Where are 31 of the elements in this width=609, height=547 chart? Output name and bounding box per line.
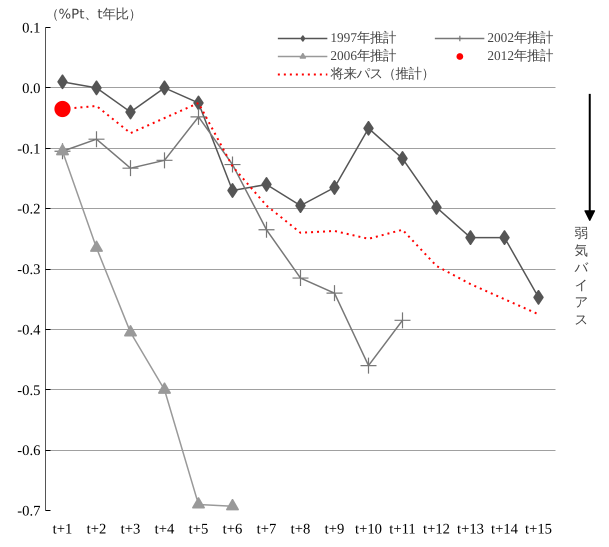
x-tick-label: t+8 bbox=[290, 522, 310, 538]
y-tick-label: -0.6 bbox=[17, 443, 40, 460]
legend-label: 1997年推計 bbox=[330, 29, 396, 47]
x-tick-label: t+15 bbox=[525, 522, 552, 538]
x-tick-label: t+5 bbox=[188, 522, 208, 538]
y-tick-label: -0.3 bbox=[17, 262, 40, 278]
y-tick-label: -0.5 bbox=[17, 382, 40, 399]
x-tick-label: t+11 bbox=[389, 522, 416, 538]
x-tick-label: t+3 bbox=[120, 522, 140, 538]
y-tick-label: -0.7 bbox=[17, 504, 40, 520]
x-tick-label: t+12 bbox=[423, 522, 450, 538]
y-tick-label: 0.0 bbox=[22, 80, 41, 97]
text: 弱気バイアス bbox=[573, 226, 588, 328]
x-tick-label: t+14 bbox=[491, 522, 519, 538]
x-tick-label: t+9 bbox=[324, 522, 344, 538]
legend-label: 2002年推計 bbox=[487, 29, 553, 47]
x-tick-label: t+2 bbox=[86, 522, 106, 538]
x-tick-label: t+7 bbox=[256, 522, 276, 538]
y-tick-label: 0.1 bbox=[22, 20, 41, 36]
legend-label: 将来パス（推計） bbox=[330, 65, 434, 83]
legend-label: 2012年推計 bbox=[487, 47, 553, 65]
x-tick-label: t+6 bbox=[222, 522, 242, 538]
y-tick-label: -0.4 bbox=[17, 322, 42, 338]
y-tick-label: -0.2 bbox=[17, 202, 40, 218]
legend-label: 2006年推計 bbox=[330, 47, 396, 65]
y-tick-label: -0.1 bbox=[17, 141, 40, 158]
x-tick-label: t+1 bbox=[52, 522, 72, 538]
x-tick-label: t+10 bbox=[355, 522, 382, 538]
x-tick-label: t+13 bbox=[457, 522, 484, 538]
y-axis-title: （%Pt、t年比） bbox=[46, 8, 142, 22]
x-tick-label: t+4 bbox=[154, 522, 176, 538]
